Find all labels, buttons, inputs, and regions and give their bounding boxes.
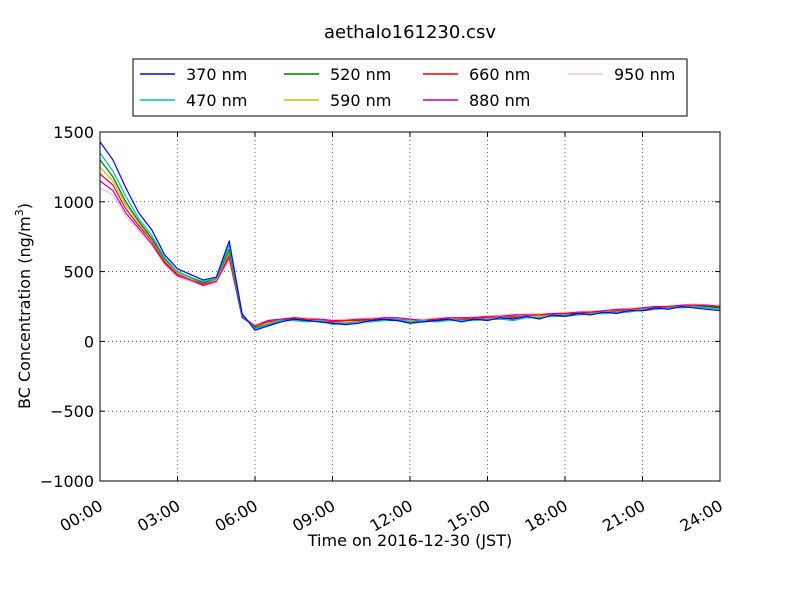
y-tick-label: 500 [63, 263, 94, 282]
y-axis-label-superscript: 3 [13, 209, 26, 216]
series-line-470-nm [99, 152, 721, 330]
series-lines [99, 141, 721, 331]
legend-entries: 370 nm 470 nm 520 nm 590 nm 660 nm 880 nm 950 … [140, 65, 675, 110]
y-tick-label: 0 [84, 332, 94, 351]
legend-label: 470 nm [186, 91, 247, 110]
y-tick-label: −500 [50, 402, 94, 421]
legend: 370 nm 470 nm 520 nm 590 nm 660 nm 880 nm 950 … [132, 58, 688, 117]
chart-title: aethalo161230.csv [324, 22, 496, 43]
y-axis-label: BC Concentration (ng/m3) [13, 203, 34, 409]
x-axis-label: Time on 2016-12-30 (JST) [307, 531, 512, 550]
legend-label: 950 nm [614, 65, 675, 84]
legend-label: 370 nm [186, 65, 247, 84]
y-axis-label-main: BC Concentration (ng/m [15, 216, 34, 409]
legend-box [132, 58, 688, 117]
y-tick-label: −1000 [40, 472, 94, 491]
y-tick-label: 1000 [53, 193, 94, 212]
legend-label: 880 nm [469, 91, 530, 110]
series-line-880-nm [99, 180, 721, 327]
grid [100, 132, 720, 481]
legend-label: 660 nm [469, 65, 530, 84]
legend-label: 590 nm [330, 91, 391, 110]
series-line-370-nm [99, 141, 721, 331]
y-axis-label-end: ) [15, 203, 34, 209]
legend-label: 520 nm [330, 65, 391, 84]
y-tick-label: 1500 [53, 123, 94, 142]
